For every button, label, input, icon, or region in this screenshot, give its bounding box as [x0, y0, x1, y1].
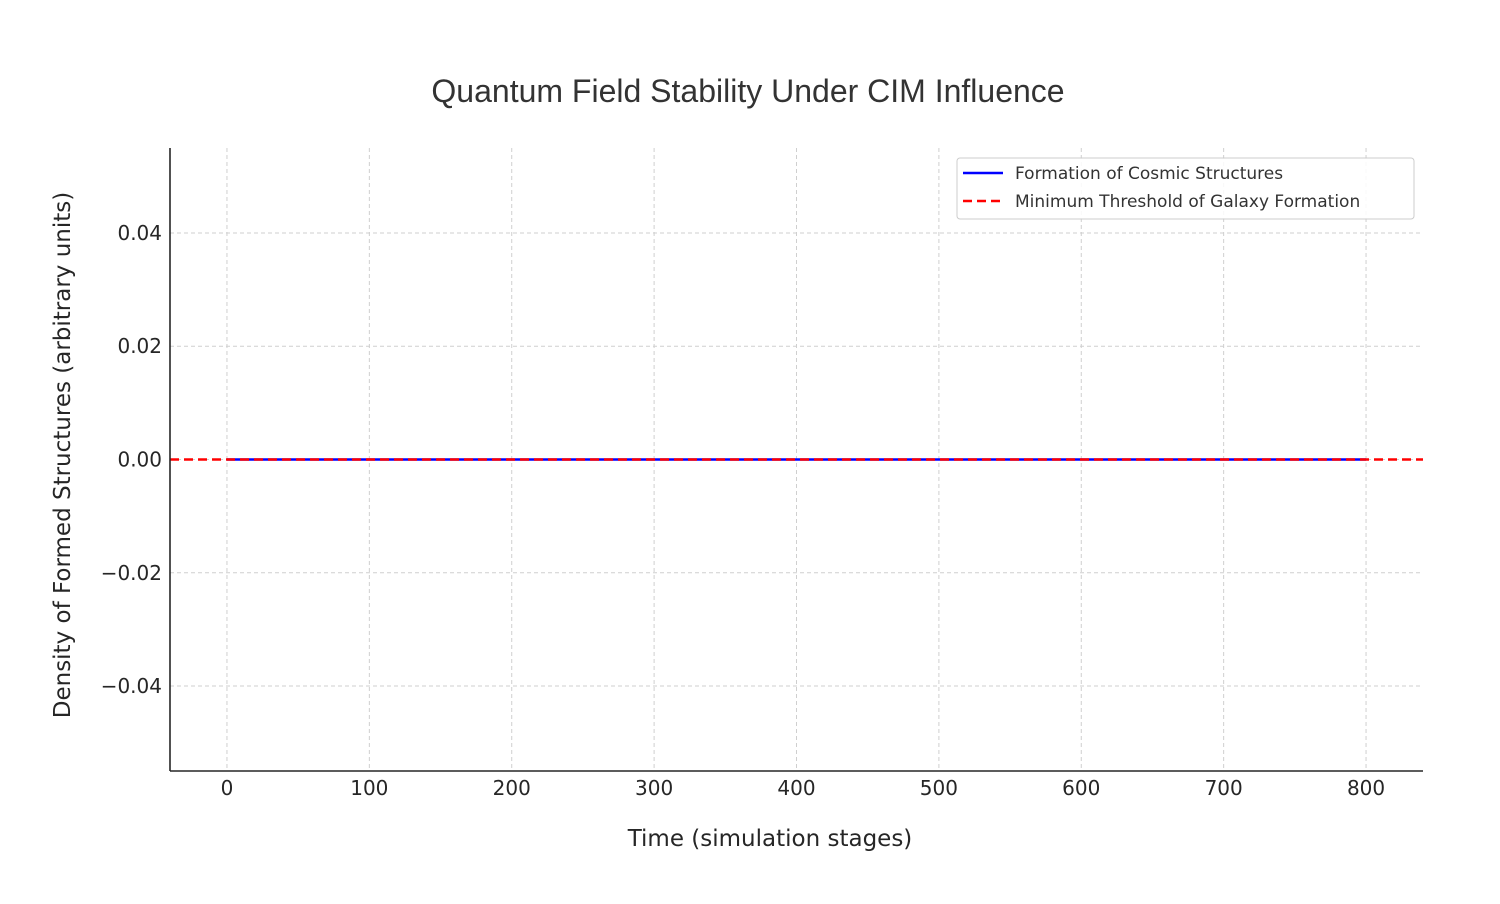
x-ticks: 0 100 200 300 400 500 600 700 800 — [221, 776, 1386, 800]
y-axis-label: Density of Formed Structures (arbitrary … — [50, 192, 76, 719]
legend-box — [956, 157, 1415, 220]
x-tick-label: 400 — [777, 776, 815, 800]
x-tick-label: 600 — [1062, 776, 1100, 800]
y-tick-label: −0.04 — [101, 674, 162, 698]
x-tick-label: 100 — [350, 776, 388, 800]
x-tick-label: 300 — [635, 776, 673, 800]
x-tick-label: 200 — [493, 776, 531, 800]
chart-title: Quantum Field Stability Under CIM Influe… — [431, 73, 1064, 109]
x-tick-label: 500 — [920, 776, 958, 800]
legend-label-formation: Formation of Cosmic Structures — [1015, 164, 1283, 184]
x-axis-label: Time (simulation stages) — [627, 826, 913, 852]
y-tick-label: −0.02 — [101, 561, 162, 585]
x-tick-label: 0 — [221, 776, 234, 800]
x-tick-label: 800 — [1347, 776, 1385, 800]
y-ticks: 0.04 0.02 0.00 −0.02 −0.04 — [101, 221, 162, 698]
legend-label-threshold: Minimum Threshold of Galaxy Formation — [1015, 192, 1360, 212]
y-tick-label: 0.02 — [117, 334, 162, 358]
y-tick-label: 0.00 — [117, 448, 162, 472]
y-tick-label: 0.04 — [117, 221, 162, 245]
legend: Formation of Cosmic Structures Minimum T… — [956, 157, 1415, 220]
x-tick-label: 700 — [1205, 776, 1243, 800]
